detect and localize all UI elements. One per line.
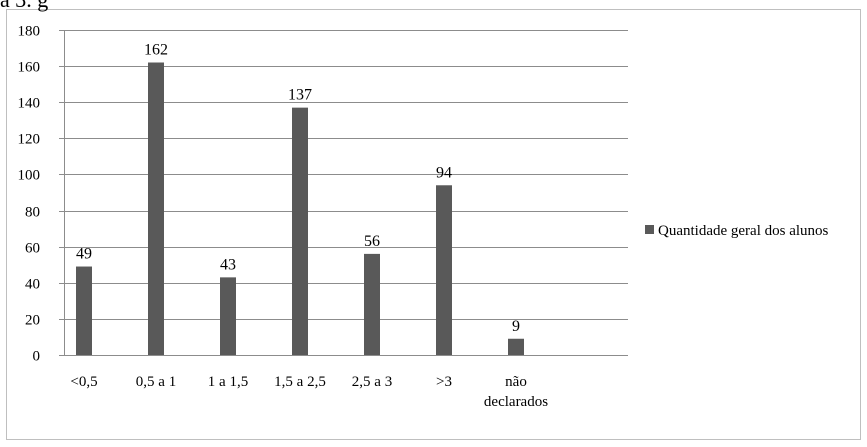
bar	[436, 185, 452, 355]
y-tick-label: 160	[18, 60, 41, 76]
x-category-label: 1 a 1,5	[208, 374, 248, 390]
bar	[508, 338, 524, 355]
x-category-label: >3	[436, 374, 452, 390]
data-label: 137	[288, 87, 312, 104]
bar	[364, 253, 380, 355]
data-label: 49	[76, 246, 92, 263]
y-tick-label: 140	[18, 96, 41, 112]
data-label: 9	[512, 318, 520, 335]
bar	[292, 107, 308, 355]
legend-swatch	[645, 225, 654, 234]
data-label: 162	[144, 42, 168, 59]
bar	[220, 277, 236, 355]
y-tick-label: 80	[25, 205, 40, 221]
y-tick-label: 20	[25, 313, 40, 329]
x-category-label: 2,5 a 3	[352, 374, 392, 390]
y-tick-label: 120	[18, 132, 41, 148]
data-label: 43	[220, 256, 236, 273]
data-label: 56	[364, 233, 380, 250]
y-tick-label: 180	[18, 24, 41, 40]
y-tick-label: 100	[18, 168, 41, 184]
x-category-label: declarados	[484, 394, 548, 410]
bar	[148, 62, 164, 355]
x-category-label: 1,5 a 2,5	[274, 374, 326, 390]
cropped-caption: a 3. g	[0, 0, 48, 13]
legend-label: Quantidade geral dos alunos	[658, 223, 829, 239]
y-tick-label: 60	[25, 241, 40, 257]
x-category-label: não	[505, 374, 527, 390]
x-category-label: 0,5 a 1	[136, 374, 176, 390]
bar	[76, 266, 92, 355]
chart-border	[6, 9, 861, 440]
x-category-label: <0,5	[70, 374, 97, 390]
y-tick-label: 0	[33, 349, 41, 365]
y-tick-label: 40	[25, 277, 40, 293]
data-label: 94	[436, 164, 452, 181]
